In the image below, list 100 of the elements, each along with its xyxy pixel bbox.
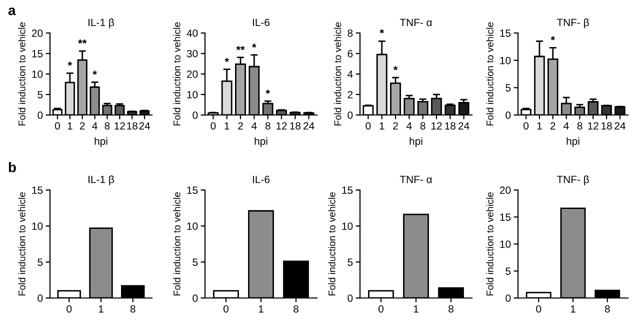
x-tick-label: 0 bbox=[524, 122, 529, 130]
y-tick-label: 15 bbox=[32, 50, 43, 58]
x-tick-label: 1 bbox=[258, 305, 264, 312]
x-tick-label: 1 bbox=[68, 122, 72, 130]
x-tick-label: 24 bbox=[614, 122, 626, 130]
x-axis-title: hpi bbox=[94, 137, 108, 147]
x-tick-label: 8 bbox=[104, 122, 110, 130]
x-tick-label: 12 bbox=[276, 122, 287, 130]
x-tick-label: 2 bbox=[550, 122, 556, 130]
chart-title: TNF- β bbox=[556, 176, 589, 186]
x-tick-label: 0 bbox=[536, 305, 542, 313]
x-tick-label: 18 bbox=[445, 122, 456, 130]
y-axis-title: Fold induction to vehicle bbox=[18, 192, 26, 296]
x-tick-label: 18 bbox=[602, 122, 612, 130]
annotation: ** bbox=[236, 46, 245, 50]
y-tick-label: 5 bbox=[38, 91, 43, 98]
y-tick-label: 0 bbox=[38, 294, 43, 302]
y-axis-title: Fold induction to vehicle bbox=[334, 22, 342, 126]
y-tick-label: 5 bbox=[506, 268, 511, 275]
x-tick-label: 18 bbox=[127, 122, 138, 130]
y-axis-title: Fold induction to vehicle bbox=[173, 192, 180, 296]
annotation: * bbox=[252, 44, 256, 48]
x-tick-label: 1 bbox=[224, 122, 230, 130]
y-tick-label: 20 bbox=[500, 186, 511, 194]
y-tick-label: 2 bbox=[348, 91, 353, 98]
y-tick-label: 0 bbox=[348, 112, 353, 119]
y-tick-label: 30 bbox=[186, 50, 198, 58]
x-tick-label: 2 bbox=[80, 122, 85, 130]
chart-title: IL-6 bbox=[252, 18, 270, 26]
chart-title: IL-1 β bbox=[88, 176, 114, 186]
annotation: * bbox=[550, 36, 556, 40]
chart-title: TNF- α bbox=[400, 18, 432, 26]
y-tick-label: 10 bbox=[32, 70, 43, 78]
x-tick-label: 24 bbox=[304, 122, 314, 130]
x-tick-label: 0 bbox=[224, 305, 228, 313]
y-tick-label: 0 bbox=[348, 294, 353, 302]
x-tick-label: 0 bbox=[366, 122, 371, 130]
chart-title: IL-6 bbox=[252, 176, 270, 184]
y-tick-label: 15 bbox=[32, 186, 43, 194]
y-tick-label: 15 bbox=[342, 186, 353, 194]
y-tick-label: 40 bbox=[186, 30, 198, 37]
y-tick-label: 0 bbox=[192, 112, 198, 119]
x-tick-label: 2 bbox=[393, 122, 398, 130]
y-tick-label: 5 bbox=[348, 258, 353, 266]
y-tick-label: 10 bbox=[187, 91, 198, 98]
x-tick-label: 8 bbox=[604, 305, 610, 313]
y-axis-title: Fold induction to vehicle bbox=[18, 22, 26, 126]
annotation: * bbox=[224, 58, 230, 62]
x-axis-title: hpi bbox=[410, 137, 422, 147]
annotation: * bbox=[380, 29, 384, 34]
x-tick-label: 1 bbox=[414, 305, 418, 312]
y-axis-title: Fold induction to vehicle bbox=[173, 22, 180, 126]
x-tick-label: 8 bbox=[420, 122, 426, 130]
y-tick-label: 6 bbox=[348, 50, 353, 58]
annotation: ** bbox=[78, 39, 87, 44]
y-tick-label: 10 bbox=[500, 56, 511, 64]
y-axis-title: Fold induction to vehicle bbox=[486, 22, 494, 126]
y-tick-label: 15 bbox=[187, 186, 198, 194]
x-axis-title: hpi bbox=[254, 137, 268, 147]
x-tick-label: 24 bbox=[458, 122, 470, 130]
x-tick-label: 1 bbox=[98, 305, 104, 312]
x-tick-label: 0 bbox=[54, 122, 60, 130]
y-tick-label: 10 bbox=[500, 240, 511, 248]
y-tick-label: 5 bbox=[38, 258, 43, 266]
y-tick-label: 15 bbox=[500, 214, 511, 221]
annotation: * bbox=[68, 62, 72, 66]
x-tick-label: 4 bbox=[252, 122, 257, 130]
x-tick-label: 4 bbox=[92, 122, 98, 130]
x-tick-label: 18 bbox=[290, 122, 300, 130]
annotation: * bbox=[393, 66, 398, 70]
x-tick-label: 4 bbox=[406, 122, 412, 130]
y-tick-label: 4 bbox=[348, 70, 353, 78]
x-tick-label: 12 bbox=[588, 122, 598, 130]
y-axis-title: Fold induction to vehicle bbox=[486, 192, 494, 296]
chart-title: TNF- α bbox=[400, 176, 432, 184]
x-tick-label: 8 bbox=[265, 122, 270, 130]
x-tick-label: 8 bbox=[448, 305, 454, 313]
annotation: * bbox=[92, 70, 97, 75]
x-tick-label: 8 bbox=[294, 305, 298, 313]
annotation: * bbox=[266, 90, 270, 94]
y-tick-label: 0 bbox=[192, 294, 198, 302]
chart-title: TNF- β bbox=[556, 18, 589, 28]
y-tick-label: 0 bbox=[506, 294, 511, 302]
x-tick-label: 12 bbox=[114, 122, 125, 130]
x-axis-title: hpi bbox=[566, 137, 580, 147]
y-axis-title: Fold induction to vehicle bbox=[328, 192, 336, 296]
y-tick-label: 10 bbox=[342, 222, 353, 230]
text: b bbox=[8, 162, 16, 172]
y-tick-label: 5 bbox=[192, 258, 198, 266]
text: a bbox=[8, 8, 16, 16]
y-tick-label: 10 bbox=[32, 222, 43, 230]
y-tick-label: 20 bbox=[32, 30, 43, 37]
y-tick-label: 0 bbox=[506, 112, 511, 119]
x-tick-label: 12 bbox=[431, 122, 442, 130]
y-tick-label: 8 bbox=[348, 30, 353, 37]
chart-title: IL-1 β bbox=[88, 18, 114, 28]
y-tick-label: 20 bbox=[186, 70, 198, 78]
x-tick-label: 8 bbox=[130, 305, 136, 313]
x-tick-label: 0 bbox=[210, 122, 216, 130]
x-tick-label: 2 bbox=[238, 122, 243, 130]
